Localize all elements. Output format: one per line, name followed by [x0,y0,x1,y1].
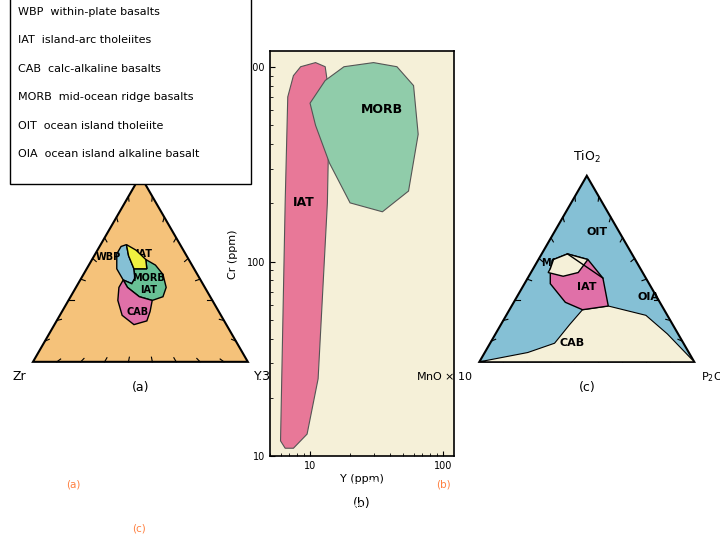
Text: IAT  island-arc tholeiites: IAT island-arc tholeiites [17,36,150,45]
Text: TiO$_2$: TiO$_2$ [573,149,600,165]
Text: (c): (c) [578,381,595,394]
Polygon shape [310,63,418,212]
Text: MORB  mid-ocean ridge basalts: MORB mid-ocean ridge basalts [17,92,193,102]
Text: OIT  ocean island tholeiite: OIT ocean island tholeiite [17,120,163,131]
Text: OIA  ocean island alkaline basalt: OIA ocean island alkaline basalt [17,149,199,159]
Text: Figure 9-8.: Figure 9-8. [7,480,66,490]
Text: OIA: OIA [637,292,659,302]
Text: , 290-300.: , 290-300. [380,480,436,490]
Polygon shape [480,176,694,362]
Text: 286: 286 [76,523,96,534]
Text: , 53-62.: , 53-62. [392,523,433,534]
Polygon shape [33,176,248,362]
Text: IAT: IAT [140,285,158,295]
Text: , 1-28.: , 1-28. [96,523,132,534]
Text: CAB  calc-alkaline basalts: CAB calc-alkaline basalts [17,64,161,74]
Polygon shape [127,245,147,269]
Text: Zr: Zr [13,370,27,383]
Polygon shape [480,306,694,362]
Polygon shape [118,280,152,325]
Text: IAT: IAT [135,248,152,259]
Text: P$_2$O$_5$ $\times$ 10: P$_2$O$_5$ $\times$ 10 [701,370,720,384]
Text: WBP: WBP [96,252,121,262]
Text: IAT: IAT [293,197,315,210]
Text: (a): (a) [132,381,149,394]
Text: (a): (a) [66,480,81,490]
Text: MnO $\times$ 10: MnO $\times$ 10 [415,370,473,382]
Polygon shape [550,254,608,310]
Text: CAB: CAB [126,307,148,316]
Y-axis label: Cr (ppm): Cr (ppm) [228,229,238,279]
Text: Thorpe (ed.), Andesites: Orogenic andesites and related rocks. Wiley. Chichester: Thorpe (ed.), Andesites: Orogenic andesi… [7,502,603,511]
Text: after Pearce and Cann (1973), Earth Planet, Sci. Lett.,: after Pearce and Cann (1973), Earth Plan… [81,480,367,490]
Text: after Pearce (1982) in: after Pearce (1982) in [451,480,568,490]
Polygon shape [123,260,166,300]
Text: (b): (b) [353,497,371,510]
Text: MORB: MORB [132,273,166,283]
Text: 19: 19 [367,480,380,490]
Text: Y.3: Y.3 [254,370,271,383]
Text: 62: 62 [379,523,392,534]
Text: (b): (b) [436,480,451,490]
Polygon shape [117,245,135,284]
Text: (c): (c) [132,523,146,534]
Text: after Mullen (1983), Earth Planet. Sci. Lett.,: after Mullen (1983), Earth Planet. Sci. … [146,523,379,534]
Text: WBP  within-plate basalts: WBP within-plate basalts [17,7,159,17]
Text: Ti/100: Ti/100 [121,152,160,165]
Text: OIT: OIT [587,227,608,237]
FancyBboxPatch shape [10,0,251,184]
Text: MORB: MORB [541,258,574,268]
Text: Amer. J. Sci.,: Amer. J. Sci., [7,523,76,534]
Polygon shape [281,63,330,448]
X-axis label: Y (ppm): Y (ppm) [340,474,384,484]
Text: IAT: IAT [577,282,597,292]
Polygon shape [548,254,588,276]
Text: MORB: MORB [361,104,403,117]
Text: CAB: CAB [559,338,585,348]
